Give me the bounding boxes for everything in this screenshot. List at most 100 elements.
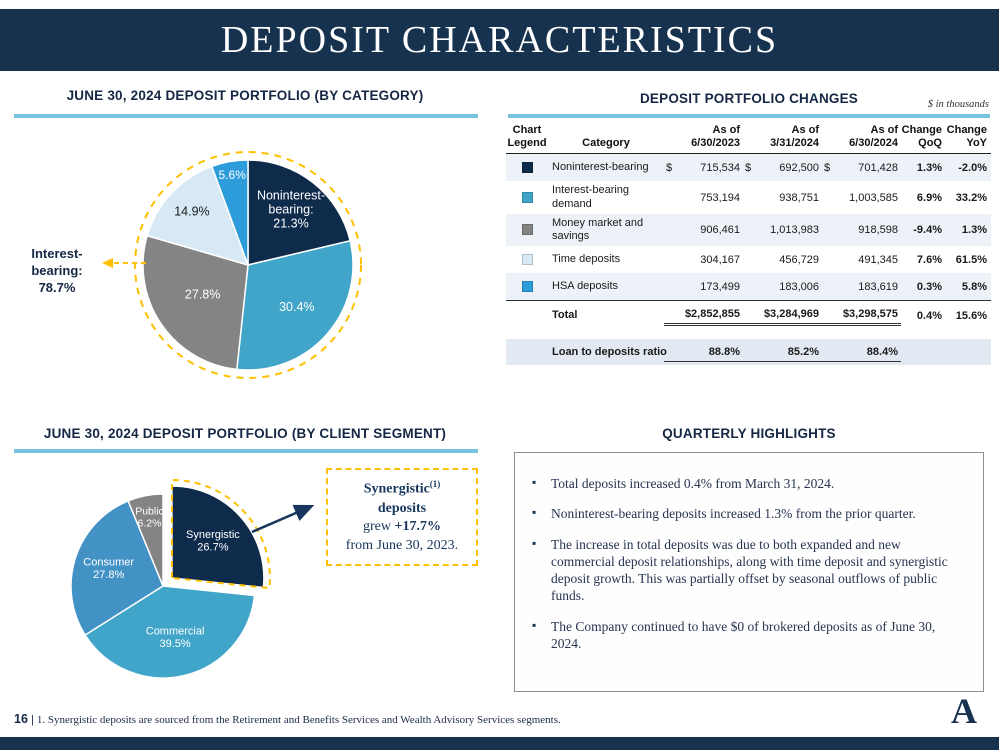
highlights-list: Total deposits increased 0.4% from March… [529,475,967,652]
pie-label-time-deposits: 14.9% [174,205,209,219]
total-change-cell: 15.6% [955,309,987,322]
category-cell: Money market and savings [552,216,644,242]
page-title: DEPOSIT CHARACTERISTICS [220,19,779,61]
change-cell: 1.3% [961,223,987,236]
callout-line: deposits [377,500,427,516]
total-value-cell: $2,852,855 [664,305,743,327]
company-logo: A [951,691,977,731]
value-cell: 906,461 [700,223,740,236]
highlight-item: The Company continued to have $0 of brok… [529,618,967,653]
value-cell: 183,619 [858,280,898,293]
change-cell: 1.3% [916,161,942,174]
change-cell: -9.4% [913,223,942,236]
header-asof-2: As of 3/31/2024 [770,124,819,150]
value-cell: 918,598 [858,223,898,236]
divider [508,114,990,118]
pie-slice-money-market-and-savings [142,234,249,371]
change-cell: -2.0% [958,161,987,174]
annotation-line: bearing: [31,262,83,278]
legend-swatch-icon [521,162,533,174]
legend-swatch-icon [521,192,533,204]
value-cell: 938,751 [779,191,819,204]
empty-cell [945,349,990,355]
table-row: HSA deposits 173,499 183,006 183,619 0.3% 5.8… [506,273,991,301]
divider [14,114,478,118]
legend-cell [506,159,548,176]
pie-slice-synergistic [171,485,265,589]
change-cell: 0.3% [916,280,942,293]
pie-label-commercial: Commercial 39.5% [146,626,205,651]
change-cell: 33.2% [955,191,987,204]
value-cell: 753,194 [700,191,740,204]
header-change-qoq: Change QoQ [901,124,942,150]
bottom-bar [0,737,999,750]
empty-cell [506,313,548,319]
table-units: $ in thousands [927,99,989,110]
annotation-line: Interest- [31,246,83,261]
pie-slice-noninterest-bearing [247,159,352,266]
pie-label-money-market-and-savings: 27.8% [185,288,220,302]
annotation-line: 78.7% [38,279,76,295]
value-cell: 173,499 [700,280,740,293]
highlights-box: Total deposits increased 0.4% from March… [514,452,984,692]
table-title: DEPOSIT PORTFOLIO CHANGES [639,91,858,106]
value-cell: 1,013,983 [770,223,819,236]
deposit-changes-table: Chart Legend Category As of 6/30/2023 As o… [506,124,991,366]
divider [14,449,478,453]
legend-cell [506,221,548,238]
spacer [506,330,991,339]
change-cell: 7.6% [916,253,942,266]
footer: 16 | 1. Synergistic deposits are sourced… [14,712,561,726]
callout-line: from June 30, 2023. [345,538,459,554]
header-asof-1: As of 6/30/2023 [691,124,740,150]
table-total-row: Total $2,852,855 $3,284,969 $3,298,575 0… [506,300,991,330]
synergistic-callout: Synergistic(1) deposits grew +17.7% from… [326,468,478,567]
footnote: 1. Synergistic deposits are sourced from… [36,714,561,726]
footer-separator: | [30,714,34,726]
loan-ratio-value: 85.2% [743,343,822,362]
value-cell: $701,428 [824,161,898,174]
pie-slice-hsa-deposits [210,159,249,266]
pie-slice-interest-bearing-demand [235,239,354,371]
category-cell: Noninterest-bearing [552,161,649,174]
interest-bearing-annotation: Interest- bearing: 78.7% [14,246,100,297]
highlight-item: Noninterest-bearing deposits increased 1… [529,505,967,522]
pie-label-noninterest-bearing: Noninterest-bearing: 21.3% [257,189,325,231]
value-cell: 183,006 [779,280,819,293]
exploded-slice-outline [170,478,271,590]
table-row: Money market and savings 906,461 1,013,983… [506,213,991,247]
total-value-cell: $3,298,575 [822,305,901,327]
category-cell: HSA deposits [552,280,619,293]
callout-line: Synergistic(1) [363,479,441,497]
callout-line: grew +17.7% [363,519,441,535]
pie-label-public: Public 6.2% [135,505,164,529]
pie-label-consumer: Consumer 27.8% [83,556,134,581]
header-category: Category [582,137,630,150]
segment-pie-chart: Synergistic 26.7% Commercial 39.5% Consumer 2… [70,478,271,679]
category-chart-title: JUNE 30, 2024 DEPOSIT PORTFOLIO (BY CATE… [66,88,424,103]
legend-cell [506,251,548,268]
total-label: Total [552,309,578,322]
page-number: 16 [14,712,28,726]
header-asof-3: As of 6/30/2024 [849,124,898,150]
change-cell: 6.9% [916,191,942,204]
dashed-ring [134,151,362,379]
header-band: DEPOSIT CHARACTERISTICS [0,9,999,71]
header-change-yoy: Change YoY [946,124,987,150]
total-value-cell: $3,284,969 [743,305,822,327]
change-cell: 5.8% [961,280,987,293]
pie-label-synergistic: Synergistic 26.7% [186,529,240,554]
legend-cell [506,189,548,206]
value-cell: 491,345 [858,253,898,266]
value-cell: 456,729 [779,253,819,266]
pie-label-interest-bearing-demand: 30.4% [279,300,314,314]
table-row: Time deposits 304,167 456,729 491,345 7.6% 61… [506,246,991,273]
loan-to-deposits-row: Loan to deposits ratio 88.8% 85.2% 88.4% [506,339,991,366]
legend-swatch-icon [521,281,533,293]
table-row: Interest-bearing demand 753,194 938,751 1,0… [506,181,991,213]
loan-ratio-value: 88.4% [822,343,901,362]
pie-slice-consumer [70,499,164,636]
value-cell: $715,534 [666,161,740,174]
legend-swatch-icon [521,224,533,236]
